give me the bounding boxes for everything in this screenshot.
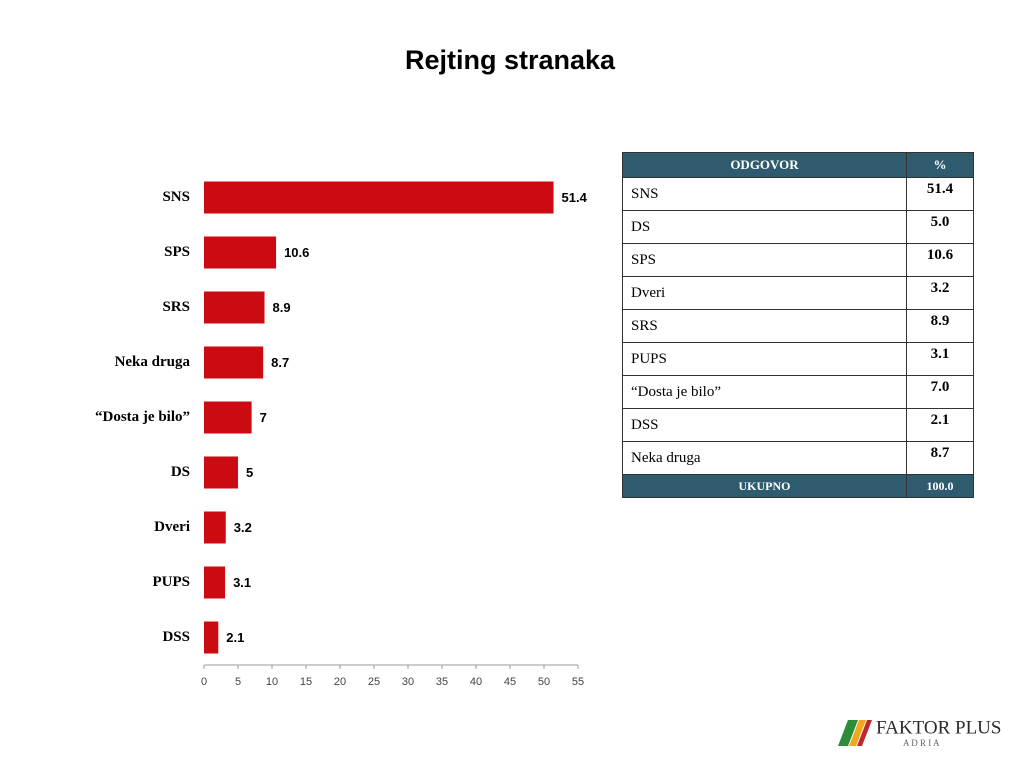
- answer-cell: PUPS: [622, 342, 907, 376]
- y-tick-label: SPS: [164, 244, 190, 260]
- chart-title: Rejting stranaka: [405, 45, 616, 75]
- x-tick-label: 25: [368, 676, 380, 688]
- x-tick-label: 35: [436, 676, 448, 688]
- table-row: SNS 51.4: [622, 177, 974, 211]
- footer-cell: UKUPNO: [622, 474, 907, 498]
- x-tick-label: 15: [300, 676, 312, 688]
- x-tick-label: 40: [470, 676, 482, 688]
- bar: [204, 511, 226, 544]
- bar: [204, 566, 226, 599]
- percent-cell: 8.7: [906, 441, 974, 475]
- logo-icon: [838, 720, 872, 746]
- value-label: 3.2: [234, 520, 252, 535]
- x-tick-label: 5: [235, 676, 241, 688]
- y-tick-label: Dveri: [154, 519, 190, 535]
- table-row: DSS 2.1: [622, 408, 974, 442]
- table-row: “Dosta je bilo” 7.0: [622, 375, 974, 409]
- answer-cell: SPS: [622, 243, 907, 277]
- percent-cell: 51.4: [906, 177, 974, 211]
- table-row: Neka druga 8.7: [622, 441, 974, 475]
- percent-cell: 10.6: [906, 243, 974, 277]
- y-tick-label: PUPS: [153, 574, 191, 590]
- table-row: SRS 8.9: [622, 309, 974, 343]
- table-row: Dveri 3.2: [622, 276, 974, 310]
- table-row: SPS 10.6: [622, 243, 974, 277]
- x-tick-label: 55: [572, 676, 584, 688]
- value-label: 3.1: [233, 575, 251, 590]
- footer-cell: 100.0: [906, 474, 974, 498]
- value-label: 10.6: [284, 245, 309, 260]
- percent-cell: 3.1: [906, 342, 974, 376]
- header-cell: ODGOVOR: [622, 152, 907, 178]
- bar: [204, 291, 265, 324]
- bar: [204, 346, 264, 379]
- bar: [204, 456, 238, 489]
- value-label: 5: [246, 465, 253, 480]
- x-tick-label: 50: [538, 676, 550, 688]
- header-row: ODGOVOR%: [622, 152, 974, 178]
- y-tick-label: “Dosta je bilo”: [95, 409, 190, 425]
- y-tick-label: DS: [171, 464, 190, 480]
- value-label: 7: [260, 410, 267, 425]
- x-tick-label: 45: [504, 676, 516, 688]
- logo-name: FAKTOR PLUS: [876, 717, 1001, 738]
- value-label: 2.1: [226, 630, 244, 645]
- y-tick-label: SNS: [162, 189, 190, 205]
- header-cell: %: [906, 152, 974, 178]
- answer-cell: SRS: [622, 309, 907, 343]
- bar: [204, 236, 277, 269]
- table-row: PUPS 3.1: [622, 342, 974, 376]
- y-tick-label: DSS: [162, 629, 190, 645]
- x-tick-label: 10: [266, 676, 278, 688]
- x-tick-label: 20: [334, 676, 346, 688]
- percent-cell: 5.0: [906, 210, 974, 244]
- y-tick-label: SRS: [162, 299, 190, 315]
- x-tick-label: 30: [402, 676, 414, 688]
- answer-cell: Dveri: [622, 276, 907, 310]
- table-row: DS 5.0: [622, 210, 974, 244]
- answer-cell: Neka druga: [622, 441, 907, 475]
- x-tick-label: 0: [201, 676, 207, 688]
- value-label: 8.7: [271, 355, 289, 370]
- value-label: 8.9: [273, 300, 291, 315]
- bar: [204, 181, 554, 214]
- answer-cell: DSS: [622, 408, 907, 442]
- answer-cell: DS: [622, 210, 907, 244]
- bar: [204, 401, 252, 434]
- answer-cell: “Dosta je bilo”: [622, 375, 907, 409]
- percent-cell: 3.2: [906, 276, 974, 310]
- value-label: 51.4: [562, 190, 588, 205]
- percent-cell: 7.0: [906, 375, 974, 409]
- percent-cell: 8.9: [906, 309, 974, 343]
- footer-row: UKUPNO 100.0: [622, 474, 974, 498]
- percent-cell: 2.1: [906, 408, 974, 442]
- y-tick-label: Neka druga: [115, 354, 191, 370]
- results-table: ODGOVOR% SNS 51.4 DS 5.0 SPS 10.6 Dveri 3.2 SRS 8.…: [622, 152, 974, 498]
- logo-sub: A D R I A: [903, 738, 940, 748]
- bar: [204, 621, 219, 654]
- answer-cell: SNS: [622, 177, 907, 211]
